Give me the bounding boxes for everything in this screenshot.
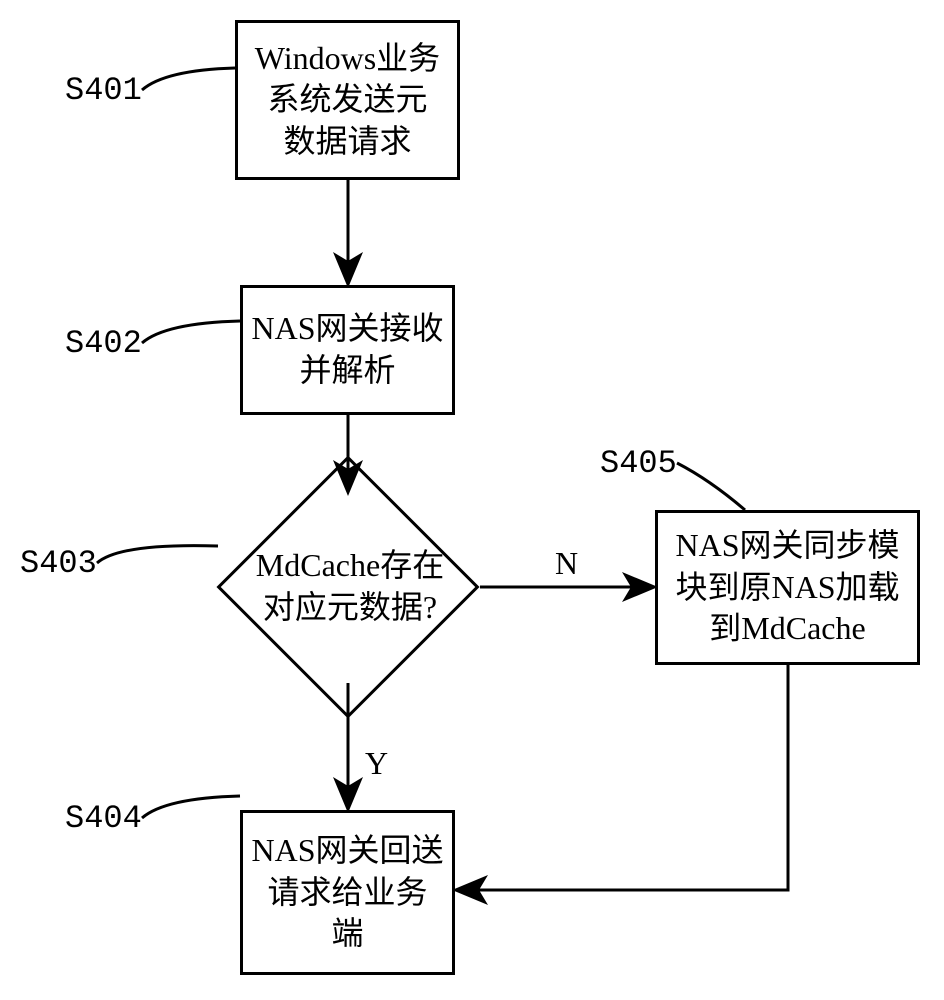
node-s402-text: NAS网关接收并解析: [247, 304, 447, 395]
flowchart-canvas: Windows业务系统发送元数据请求 S401 NAS网关接收并解析 S402 …: [0, 0, 944, 1000]
callout-s403: [97, 546, 218, 563]
label-s402: S402: [65, 325, 142, 362]
node-s403-text: MdCache存在对应元数据?: [250, 545, 450, 628]
callout-s405: [677, 463, 745, 510]
label-s401: S401: [65, 72, 142, 109]
node-s402: NAS网关接收并解析: [240, 285, 455, 415]
label-s404: S404: [65, 800, 142, 837]
label-s403: S403: [20, 545, 97, 582]
edge-s405-s404: [458, 665, 788, 890]
node-s401-text: Windows业务系统发送元数据请求: [251, 34, 444, 167]
callout-s402: [142, 321, 240, 343]
node-s404: NAS网关回送请求给业务端: [240, 810, 455, 975]
node-s405-text: NAS网关同步模块到原NAS加载到MdCache: [671, 521, 903, 654]
connectors-svg: [0, 0, 944, 1000]
node-s404-text: NAS网关回送请求给业务端: [247, 826, 447, 959]
edge-label-y: Y: [365, 745, 388, 782]
node-s405: NAS网关同步模块到原NAS加载到MdCache: [655, 510, 920, 665]
node-s401: Windows业务系统发送元数据请求: [235, 20, 460, 180]
callout-s404: [142, 796, 240, 818]
edge-label-n: N: [555, 545, 578, 582]
callout-s401: [142, 68, 235, 90]
label-s405: S405: [600, 445, 677, 482]
